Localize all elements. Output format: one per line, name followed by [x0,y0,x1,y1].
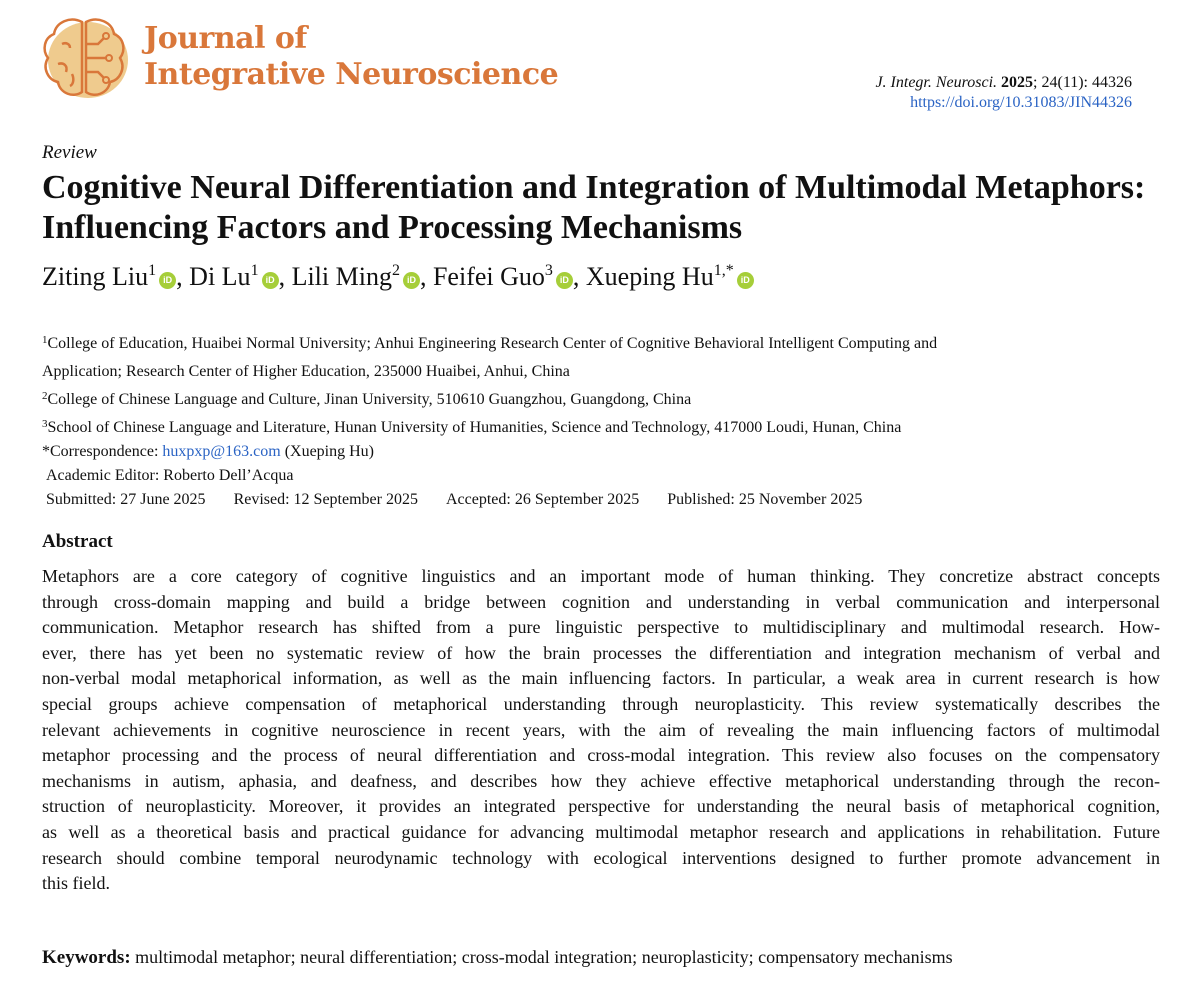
abstract-line: research should combine temporal neurody… [42,847,1160,868]
author: Lili Ming2iD, [291,262,433,291]
abstract-line: non-verbal modal metaphorical informatio… [42,668,1160,689]
volume-issue: ; 24(11): 44326 [1033,74,1132,91]
abstract-line: struction of neuroplasticity. Moreover, … [42,796,1160,817]
abstract-line: Metaphors are a core category of cogniti… [42,566,1160,586]
brain-logo-icon [43,18,128,98]
affiliation: Application; Research Center of Higher E… [42,363,570,380]
affiliation: 3School of Chinese Language and Literatu… [42,418,902,436]
correspondence: *Correspondence: huxpxp@163.com (Xueping… [42,443,374,460]
abstract-line: as well as a theoretical basis and pract… [42,821,1160,842]
date-revised: Revised: 12 September 2025 [233,491,418,508]
abstract-line: ever, there has yet been no systematic r… [42,642,1160,663]
keywords: Keywords: multimodal metaphor; neural di… [42,947,953,968]
orcid-icon[interactable]: iD [555,272,573,289]
affiliation: 1College of Education, Huaibei Normal Un… [42,334,938,352]
affiliation: 2College of Chinese Language and Culture… [42,390,692,408]
abstract-line: through cross-domain mapping and build a… [42,591,1160,612]
abstract-line: relevant achievements in cognitive neuro… [42,719,1160,740]
abstract-heading: Abstract [42,531,113,552]
orcid-icon[interactable]: iD [261,272,279,289]
article-dates: Submitted: 27 June 2025 Revised: 12 Septe… [42,488,1162,512]
doi-link[interactable]: https://doi.org/10.31083/JIN44326 [910,94,1132,111]
article-title: Cognitive Neural Differentiation and Int… [42,169,1146,246]
author: Feifei Guo3iD, [432,262,586,291]
orcid-icon[interactable]: iD [402,272,420,289]
journal-logo: Journal of Integrative Neuroscience [40,14,559,100]
abstract-line: special groups achieve compensation of m… [42,693,1160,714]
affiliations: 1College of Education, Huaibei Normal Un… [42,328,1162,512]
journal-name-line2: Integrative Neuroscience [144,57,559,92]
author: Xueping Hu1,*iD [586,262,754,291]
author: Ziting Liu1iD, [42,262,190,291]
article-type: Review [42,142,97,163]
citation: J. Integr. Neurosci. 2025; 24(11): 44326… [875,73,1132,113]
author: Di Lu1iD, [189,262,292,291]
date-published: Published: 25 November 2025 [667,491,863,508]
orcid-icon[interactable]: iD [736,272,754,289]
abstract-line: metaphor processing and the process of n… [42,745,1160,766]
keywords-text: multimodal metaphor; neural differentiat… [135,947,953,967]
correspondence-email-link[interactable]: huxpxp@163.com [162,443,281,460]
date-accepted: Accepted: 26 September 2025 [445,491,640,508]
orcid-icon[interactable]: iD [159,272,177,289]
journal-name-line1: Journal of [144,21,307,56]
abstract-line: mechanisms in autism, aphasia, and deafn… [42,770,1160,791]
abstract-line: this field. [42,873,110,894]
abstract-body: Metaphors are a core category of cogniti… [42,564,1160,897]
abstract-line: communication. Metaphor research has shi… [42,617,1160,638]
author-list: Ziting Liu1iD, Di Lu1iD, Lili Ming2iD, F… [42,254,754,294]
journal-abbr: J. Integr. Neurosci. [875,74,998,91]
date-submitted: Submitted: 27 June 2025 [46,491,206,508]
citation-year: 2025 [1001,74,1034,91]
academic-editor: Academic Editor: Roberto Dell’Acqua [46,467,294,484]
